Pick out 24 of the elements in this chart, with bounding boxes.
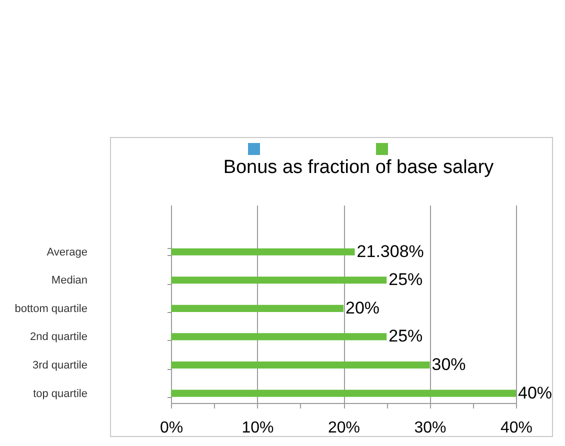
data-label: 30% (432, 354, 466, 374)
x-tick-label: 20% (328, 420, 360, 436)
x-tick-label: 10% (242, 420, 274, 436)
y-tick-label: 3rd quartile (32, 359, 88, 372)
bar (171, 361, 430, 369)
data-label: 40% (518, 383, 552, 402)
bar (171, 390, 516, 397)
bar (171, 276, 387, 284)
data-label: 25% (388, 270, 423, 290)
bar (171, 304, 344, 312)
data-label: 21.308% (356, 242, 424, 261)
x-tick-label: 40% (500, 420, 533, 436)
x-tick-label: 0% (160, 420, 184, 436)
y-tick-label: top quartile (33, 388, 88, 400)
data-label: 25% (388, 326, 423, 346)
chart-title: Bonus as fraction of base salary (223, 157, 494, 178)
y-tick-label: bottom quartile (14, 302, 88, 315)
y-tick-label: Average (46, 246, 88, 258)
data-label: 20% (346, 298, 380, 318)
bar (171, 248, 355, 256)
y-tick-label: Median (51, 274, 88, 287)
x-tick-label: 30% (414, 420, 446, 436)
bar (171, 333, 387, 340)
y-tick-label: 2nd quartile (30, 331, 88, 344)
